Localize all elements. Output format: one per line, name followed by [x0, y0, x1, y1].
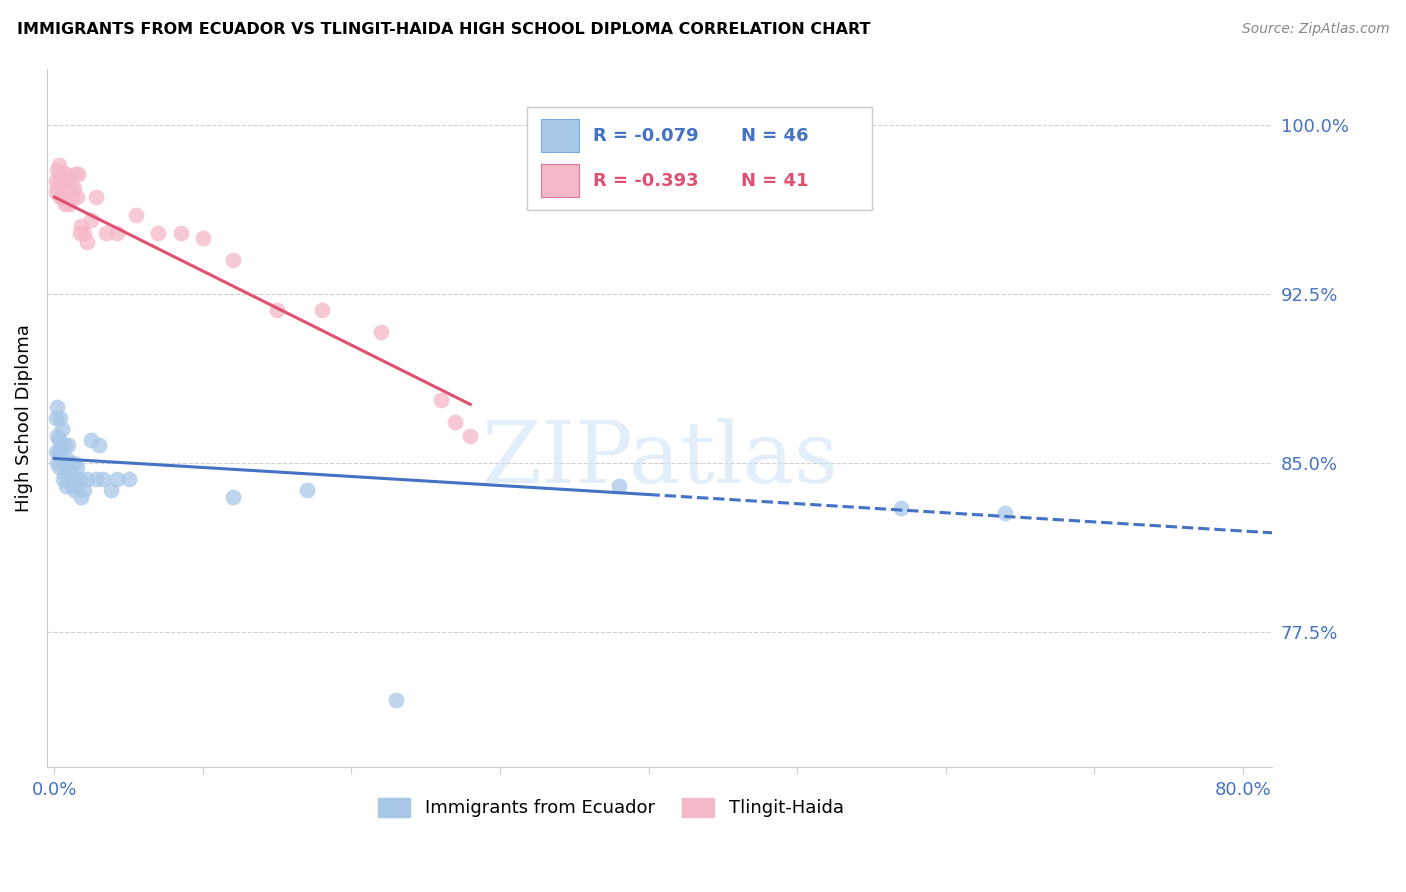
Point	[46, 181, 69, 195]
Point	[70, 219, 93, 234]
Point	[59, 181, 82, 195]
Point	[58, 467, 80, 482]
Point	[295, 483, 318, 497]
Point	[45, 186, 67, 200]
Point	[890, 501, 912, 516]
Point	[51, 190, 73, 204]
Point	[53, 467, 76, 482]
Point	[70, 490, 93, 504]
Text: ZIPatlas: ZIPatlas	[481, 418, 838, 501]
Point	[62, 181, 84, 195]
Point	[55, 168, 77, 182]
Point	[221, 490, 243, 504]
Point	[59, 460, 82, 475]
Point	[125, 208, 148, 222]
Point	[994, 506, 1017, 520]
Point	[48, 168, 70, 182]
Point	[63, 168, 86, 182]
Point	[80, 212, 103, 227]
Point	[48, 444, 70, 458]
Point	[65, 460, 87, 475]
Point	[45, 410, 67, 425]
Point	[191, 230, 214, 244]
Point	[76, 235, 98, 249]
Point	[58, 196, 80, 211]
Point	[45, 444, 67, 458]
Point	[458, 429, 481, 443]
Point	[46, 163, 69, 178]
Point	[46, 400, 69, 414]
Point	[105, 472, 128, 486]
Point	[56, 438, 79, 452]
Point	[84, 472, 107, 486]
Point	[73, 483, 96, 497]
Point	[91, 472, 114, 486]
Point	[63, 472, 86, 486]
Point	[62, 483, 84, 497]
Point	[51, 174, 73, 188]
Point	[73, 226, 96, 240]
Point	[100, 483, 122, 497]
Point	[53, 196, 76, 211]
Point	[48, 434, 70, 448]
Point	[52, 472, 75, 486]
Point	[221, 253, 243, 268]
Text: Source: ZipAtlas.com: Source: ZipAtlas.com	[1241, 22, 1389, 37]
Point	[46, 456, 69, 470]
Point	[62, 456, 84, 470]
Point	[60, 478, 83, 492]
Point	[169, 226, 191, 240]
Point	[105, 226, 128, 240]
Point	[49, 449, 72, 463]
Legend: Immigrants from Ecuador, Tlingit-Haida: Immigrants from Ecuador, Tlingit-Haida	[370, 791, 851, 824]
Text: IMMIGRANTS FROM ECUADOR VS TLINGIT-HAIDA HIGH SCHOOL DIPLOMA CORRELATION CHART: IMMIGRANTS FROM ECUADOR VS TLINGIT-HAIDA…	[17, 22, 870, 37]
Point	[56, 460, 79, 475]
FancyBboxPatch shape	[541, 164, 579, 197]
Point	[444, 416, 467, 430]
Text: R = -0.079: R = -0.079	[593, 127, 699, 145]
Point	[69, 472, 91, 486]
Point	[429, 392, 451, 407]
Point	[80, 434, 103, 448]
Point	[84, 190, 107, 204]
FancyBboxPatch shape	[527, 107, 872, 210]
Point	[607, 478, 630, 492]
Point	[370, 325, 392, 339]
Point	[76, 472, 98, 486]
Point	[385, 692, 408, 706]
Point	[48, 158, 70, 172]
Point	[311, 302, 333, 317]
Y-axis label: High School Diploma: High School Diploma	[15, 324, 32, 512]
Point	[49, 174, 72, 188]
Point	[49, 190, 72, 204]
Point	[69, 226, 91, 240]
Point	[117, 472, 139, 486]
Point	[51, 438, 73, 452]
Point	[67, 478, 90, 492]
Point	[46, 429, 69, 443]
Text: N = 41: N = 41	[741, 172, 808, 190]
Point	[52, 168, 75, 182]
Point	[49, 410, 72, 425]
Point	[58, 456, 80, 470]
Point	[96, 226, 118, 240]
Point	[148, 226, 170, 240]
Text: N = 46: N = 46	[741, 127, 808, 145]
Point	[53, 438, 76, 452]
Point	[52, 456, 75, 470]
Point	[48, 460, 70, 475]
FancyBboxPatch shape	[541, 120, 579, 153]
Point	[266, 302, 288, 317]
Point	[67, 168, 90, 182]
Point	[45, 174, 67, 188]
Point	[56, 174, 79, 188]
Point	[87, 438, 110, 452]
Point	[53, 174, 76, 188]
Point	[65, 190, 87, 204]
Point	[51, 422, 73, 436]
Point	[55, 451, 77, 466]
Text: R = -0.393: R = -0.393	[593, 172, 699, 190]
Point	[60, 190, 83, 204]
Point	[55, 478, 77, 492]
